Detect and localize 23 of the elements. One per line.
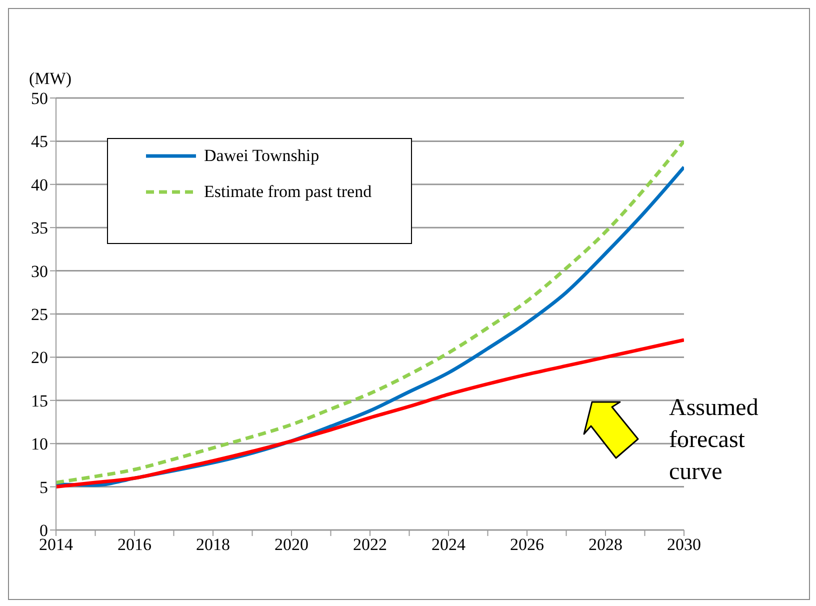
- y-tick-label: 25: [31, 305, 48, 324]
- x-tick-label: 2018: [196, 535, 230, 554]
- legend-label: Dawei Township: [204, 145, 320, 167]
- x-tick-label: 2026: [510, 535, 544, 554]
- annotation: Assumed forecast curve: [669, 394, 760, 487]
- y-tick-label: 45: [31, 132, 48, 152]
- x-tick-label: 2020: [274, 535, 308, 554]
- y-tick-label: 10: [31, 434, 48, 454]
- y-axis-title: (MW): [29, 69, 72, 89]
- y-tick-label: 5: [40, 478, 48, 497]
- y-tick-label: 30: [31, 262, 48, 281]
- x-tick-label: 2030: [667, 535, 701, 554]
- x-tick-label: 2024: [432, 535, 466, 554]
- y-tick-label: 15: [31, 391, 48, 410]
- y-tick-label: 40: [31, 175, 48, 194]
- legend-label: Estimate from past trend: [204, 181, 372, 203]
- y-tick-label: 50: [31, 89, 48, 108]
- x-tick-label: 2016: [118, 535, 152, 554]
- y-tick-label: 35: [31, 218, 48, 238]
- x-tick-label: 2014: [39, 535, 74, 554]
- x-tick-label: 2022: [353, 535, 387, 554]
- y-tick-label: 20: [31, 348, 48, 368]
- x-tick-label: 2028: [588, 535, 622, 554]
